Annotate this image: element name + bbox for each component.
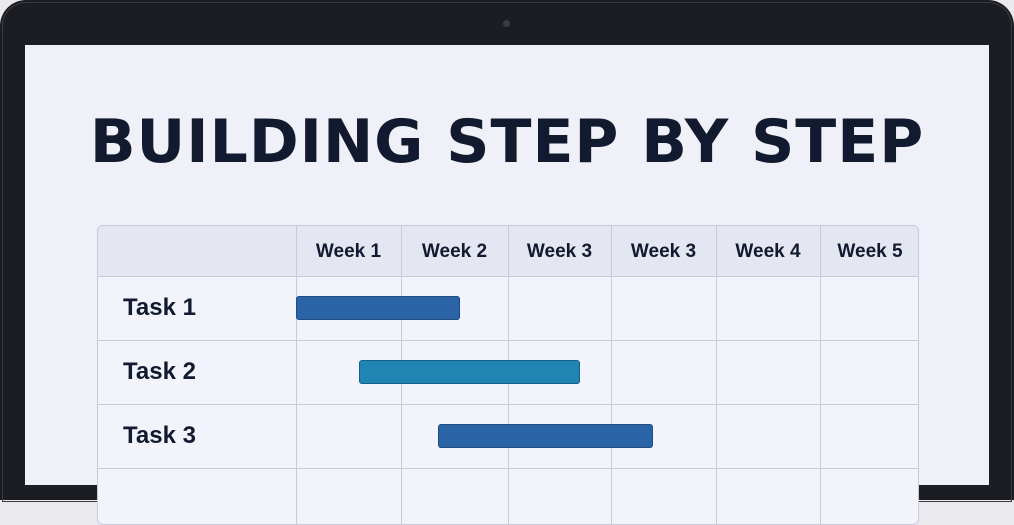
grid-hline: [98, 340, 918, 341]
column-header: Week 3: [630, 241, 697, 262]
gantt-bar: [296, 296, 460, 320]
gantt-bar: [359, 360, 581, 384]
grid-vline: [716, 226, 717, 524]
grid-hline: [98, 468, 918, 469]
gantt-chart: Week 1 Week 2 Week 3 Week 3 Week 4 Week 5 Task…: [97, 225, 919, 525]
task-label: Task 3: [123, 422, 196, 449]
grid-vline: [820, 226, 821, 524]
column-header: Week 4: [735, 241, 801, 262]
task-label: Task 1: [123, 294, 196, 321]
grid-hline: [98, 404, 918, 405]
camera-icon: [503, 20, 510, 27]
gantt-bar: [438, 424, 653, 448]
column-header: Week 3: [526, 241, 593, 262]
grid-vline: [611, 226, 612, 524]
page-title: BUILDING STEP BY STEP: [89, 107, 925, 177]
column-header: Week 5: [837, 241, 903, 262]
laptop-screen: BUILDING STEP BY STEP Week 1 Week 2 Week 3…: [25, 45, 989, 525]
column-header: Week 2: [421, 241, 488, 262]
task-label: Task 2: [123, 358, 196, 385]
grid-vline: [296, 226, 297, 524]
column-header: Week 1: [315, 241, 382, 262]
